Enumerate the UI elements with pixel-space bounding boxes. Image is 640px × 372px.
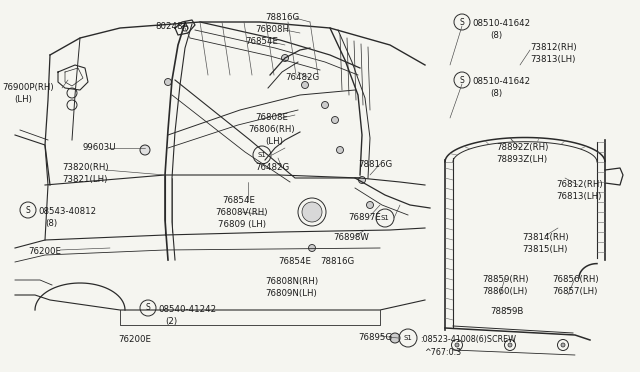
Circle shape [358,176,365,183]
Text: 73815(LH): 73815(LH) [522,245,568,254]
Text: (8): (8) [45,219,57,228]
Text: 73820(RH): 73820(RH) [62,163,109,172]
Text: 76482G: 76482G [255,163,289,172]
Text: 76808E: 76808E [255,113,288,122]
Circle shape [561,343,565,347]
Text: (2): (2) [165,317,177,326]
Text: S1: S1 [381,215,389,221]
Circle shape [367,202,374,208]
Text: S1: S1 [404,335,412,341]
Text: 08510-41642: 08510-41642 [472,19,530,28]
Text: 76854E: 76854E [278,257,311,266]
Circle shape [455,343,459,347]
Text: 76854E: 76854E [245,37,278,46]
Text: 76808V(RH): 76808V(RH) [215,208,268,217]
Text: 76200E: 76200E [28,247,61,256]
Text: (8): (8) [490,89,502,98]
Text: S: S [460,76,465,84]
Text: 73821(LH): 73821(LH) [62,175,108,184]
Text: 78860(LH): 78860(LH) [482,287,527,296]
Text: 73812(RH): 73812(RH) [530,43,577,52]
Text: 76809 (LH): 76809 (LH) [218,220,266,229]
Text: 08540-41242: 08540-41242 [158,305,216,314]
Text: 76806(RH): 76806(RH) [248,125,294,134]
Text: 08543-40812: 08543-40812 [38,207,96,216]
Text: 76200E: 76200E [118,335,151,344]
Text: (LH): (LH) [265,137,283,146]
Circle shape [508,343,512,347]
Text: S: S [146,304,150,312]
Circle shape [302,202,322,222]
Text: 76895G: 76895G [358,333,392,342]
Text: 08510-41642: 08510-41642 [472,77,530,86]
Circle shape [337,147,344,154]
Text: 78892Z(RH): 78892Z(RH) [496,143,548,152]
Text: 76812(RH): 76812(RH) [556,180,603,189]
Text: :08523-41008(6)SCREW: :08523-41008(6)SCREW [420,335,516,344]
Text: 78859B: 78859B [490,307,524,316]
Circle shape [282,55,289,61]
Circle shape [308,244,316,251]
Circle shape [332,116,339,124]
Text: 76900P(RH): 76900P(RH) [2,83,54,92]
Circle shape [321,102,328,109]
Text: 76897E: 76897E [348,213,381,222]
Text: 76813(LH): 76813(LH) [556,192,602,201]
Circle shape [390,333,400,343]
Text: 76482G: 76482G [285,73,319,82]
Text: 73814(RH): 73814(RH) [522,233,568,242]
Text: 76808N(RH): 76808N(RH) [265,277,318,286]
Text: 78816G: 78816G [358,160,392,169]
Text: (8): (8) [490,31,502,40]
Text: 76857(LH): 76857(LH) [552,287,597,296]
Text: (LH): (LH) [14,95,32,104]
Text: ^767:0.3: ^767:0.3 [424,348,461,357]
Text: 78816G: 78816G [265,13,300,22]
Text: 99603U: 99603U [82,143,116,152]
Text: S1: S1 [257,152,266,158]
Text: 78816G: 78816G [320,257,355,266]
Text: 76898W: 76898W [333,233,369,242]
Text: S: S [460,17,465,26]
Text: 80248A: 80248A [155,22,188,31]
Text: 78893Z(LH): 78893Z(LH) [496,155,547,164]
Text: 78859(RH): 78859(RH) [482,275,529,284]
Circle shape [164,78,172,86]
Text: 76854E: 76854E [222,196,255,205]
Text: 76808H: 76808H [255,25,289,34]
Circle shape [140,145,150,155]
Text: 76856(RH): 76856(RH) [552,275,598,284]
Text: S: S [26,205,30,215]
Text: 76809N(LH): 76809N(LH) [265,289,317,298]
Circle shape [301,81,308,89]
Text: 73813(LH): 73813(LH) [530,55,575,64]
